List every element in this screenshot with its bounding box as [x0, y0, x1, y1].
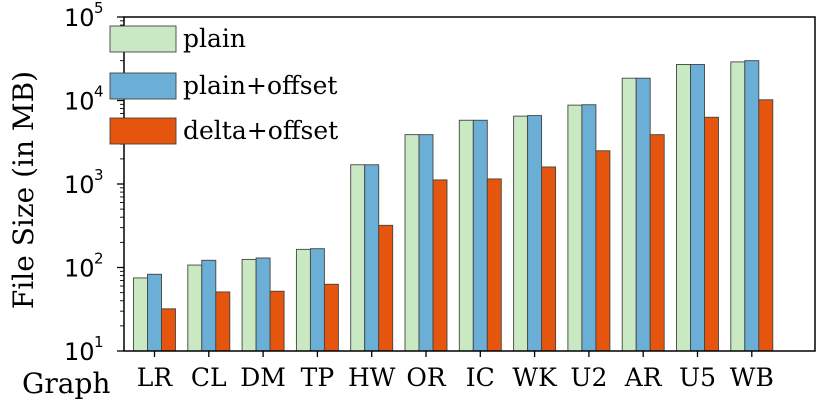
bar-plain-offset-u2	[581, 104, 597, 352]
bar-group-hw	[350, 164, 394, 352]
y-tick-exponent: 3	[94, 166, 104, 184]
bar-plain-offset-or	[418, 134, 434, 352]
legend-item-delta-offset: delta+offset	[109, 116, 338, 145]
x-tick-label-wk: WK	[512, 363, 558, 392]
bar-plain-offset-tp	[309, 248, 325, 352]
bar-group-u5	[676, 64, 719, 352]
x-tick-label-tp: TP	[301, 363, 335, 392]
bar-group-wb	[730, 60, 774, 352]
y-tick-exponent: 2	[94, 250, 104, 268]
bar-plain-lr	[133, 277, 148, 352]
bar-delta-offset-lr	[161, 308, 176, 352]
x-tick-label-wb: WB	[730, 363, 774, 392]
bar-delta-offset-u2	[595, 150, 611, 352]
x-tick-label-dm: DM	[240, 363, 286, 392]
bar-plain-offset-ar	[635, 77, 651, 352]
bar-group-dm	[241, 257, 285, 352]
bar-group-tp	[295, 248, 339, 352]
bar-plain-dm	[241, 258, 257, 352]
x-tick-label-ar: AR	[624, 363, 663, 392]
x-tick-label-hw: HW	[348, 363, 396, 392]
y-axis-title: File Size (in MB)	[7, 71, 40, 309]
bar-plain-hw	[350, 164, 366, 352]
bar-delta-offset-wb	[758, 99, 774, 352]
bar-group-u2	[567, 104, 611, 352]
x-tick-label-u2: U2	[570, 363, 607, 392]
bar-plain-ic	[458, 119, 474, 352]
bar-plain-u5	[676, 64, 691, 352]
bar-delta-offset-ar	[649, 134, 665, 352]
bar-plain-offset-cl	[201, 259, 217, 352]
bar-plain-wb	[730, 61, 746, 352]
bar-plain-wk	[513, 115, 529, 352]
bar-plain-tp	[295, 248, 311, 352]
x-tick-label-u5: U5	[679, 363, 716, 392]
y-tick-label: 10	[64, 171, 95, 199]
bar-plain-or	[404, 134, 420, 352]
bar-delta-offset-tp	[323, 283, 339, 352]
bar-group-wk	[513, 115, 557, 352]
bar-delta-offset-dm	[269, 290, 285, 352]
bars-layer	[133, 60, 774, 352]
legend-swatch	[109, 25, 177, 53]
bar-delta-offset-ic	[486, 178, 502, 352]
y-tick-label: 10	[64, 338, 95, 366]
x-tick-label-or: OR	[406, 363, 446, 392]
y-tick-exponent: 1	[94, 333, 104, 351]
x-axis-title: Graph	[22, 367, 110, 400]
bar-plain-u2	[567, 104, 583, 352]
legend-swatch	[109, 72, 177, 100]
bar-delta-offset-wk	[541, 166, 557, 352]
y-tick-label: 10	[64, 255, 95, 283]
legend-label: plain+offset	[183, 71, 337, 100]
x-axis: LR CL DM TP HW OR IC WK U2 AR U5 WB	[137, 351, 774, 392]
bar-group-cl	[187, 259, 231, 352]
bar-group-ic	[458, 119, 502, 352]
legend: plain plain+offset delta+offset	[109, 24, 338, 145]
y-tick-label: 10	[64, 88, 95, 116]
legend-item-plain: plain	[109, 24, 246, 53]
bar-plain-offset-lr	[147, 273, 162, 352]
y-tick-label: 10	[64, 4, 95, 32]
bar-plain-offset-wk	[527, 115, 543, 352]
bar-group-or	[404, 134, 448, 352]
x-tick-label-cl: CL	[191, 363, 227, 392]
bar-group-lr	[133, 273, 176, 352]
bar-plain-offset-dm	[255, 257, 271, 352]
legend-label: delta+offset	[183, 116, 338, 145]
y-tick-exponent: 4	[94, 83, 104, 101]
bar-group-ar	[621, 77, 665, 352]
bar-plain-offset-wb	[744, 60, 760, 352]
bar-delta-offset-cl	[215, 291, 231, 352]
bar-plain-cl	[187, 264, 203, 352]
bar-delta-offset-u5	[704, 116, 719, 352]
legend-swatch	[109, 117, 177, 145]
bar-delta-offset-hw	[378, 224, 394, 352]
legend-label: plain	[183, 24, 246, 53]
bar-plain-ar	[621, 77, 637, 352]
legend-item-plain-offset: plain+offset	[109, 71, 337, 100]
bar-plain-offset-u5	[690, 64, 705, 352]
bar-plain-offset-ic	[472, 119, 488, 352]
x-tick-label-lr: LR	[137, 363, 174, 392]
x-tick-label-ic: IC	[466, 363, 495, 392]
y-tick-exponent: 5	[94, 0, 104, 17]
bar-plain-offset-hw	[364, 164, 380, 352]
bar-delta-offset-or	[432, 179, 448, 352]
